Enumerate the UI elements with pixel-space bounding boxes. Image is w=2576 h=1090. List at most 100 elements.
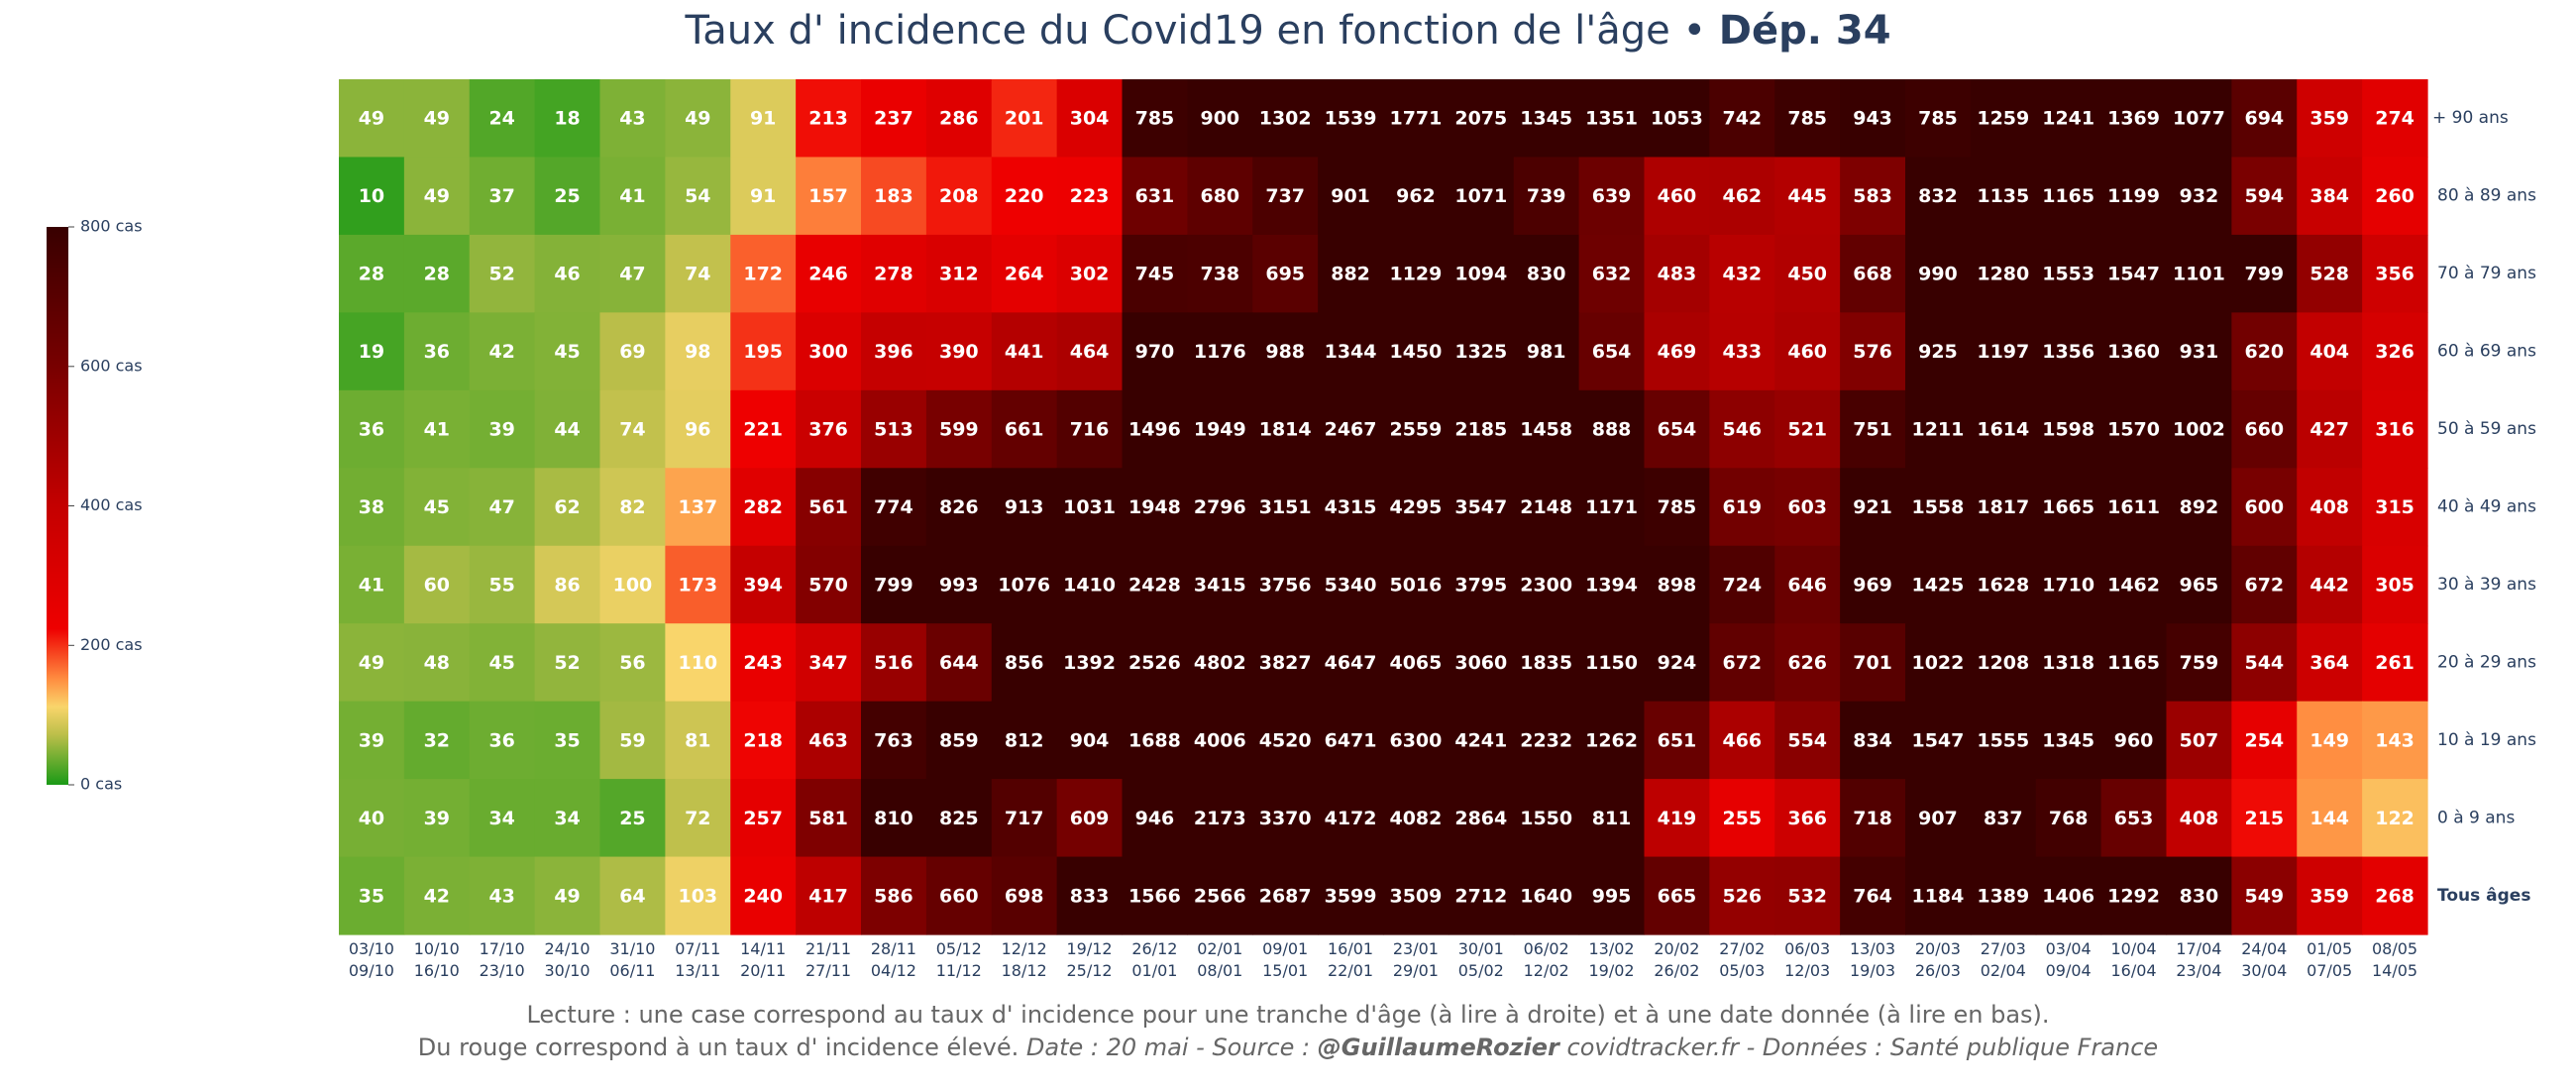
heatmap-cell (1970, 157, 2037, 236)
x-tick-label: 01/01 (1131, 961, 1177, 980)
heatmap-cell (1578, 157, 1646, 236)
x-tick-label: 18/12 (1002, 961, 1047, 980)
cell-value-label: 28 (424, 264, 450, 285)
cell-value-label: 144 (2309, 808, 2349, 829)
heatmap-cell (1318, 856, 1384, 935)
heatmap-cell (534, 545, 601, 624)
heatmap-cell (1644, 389, 1710, 469)
heatmap-cell (1709, 312, 1775, 391)
cell-value-label: 812 (1005, 729, 1044, 751)
heatmap-cell (2362, 79, 2428, 159)
cell-value-label: 609 (1070, 808, 1110, 829)
cell-value-label: 408 (2309, 496, 2349, 518)
heatmap-cell (599, 234, 666, 313)
cell-value-label: 1369 (2107, 108, 2160, 130)
x-tick-label: 19/03 (1850, 961, 1895, 980)
x-tick-label: 04/12 (871, 961, 916, 980)
cell-value-label: 981 (1527, 341, 1566, 363)
cell-value-label: 913 (1005, 496, 1044, 518)
cell-value-label: 42 (424, 885, 450, 907)
heatmap-cell (1252, 79, 1319, 159)
x-tick-label: 14/11 (740, 939, 786, 958)
cell-value-label: 962 (1396, 185, 1436, 207)
heatmap-cell (2035, 545, 2102, 624)
cell-value-label: 45 (424, 496, 450, 518)
heatmap-cell (1970, 234, 2037, 313)
cell-value-label: 442 (2309, 574, 2349, 596)
heatmap-cell (1252, 545, 1319, 624)
cell-value-label: 1071 (1454, 185, 1507, 207)
heatmap-cell (861, 389, 927, 469)
heatmap-cell (1252, 856, 1319, 935)
cell-value-label: 243 (743, 652, 783, 674)
heatmap-cell (925, 389, 993, 469)
heatmap-cell (2035, 701, 2102, 780)
heatmap-cell (1252, 234, 1319, 313)
colorbar-tick-label: 200 cas (80, 635, 143, 654)
cell-value-label: 35 (359, 885, 384, 907)
cell-value-label: 619 (1722, 496, 1762, 518)
heatmap-cell (796, 312, 862, 391)
heatmap-cell (1905, 468, 1972, 547)
cell-value-label: 1360 (2107, 341, 2160, 363)
heatmap-cell (1644, 468, 1710, 547)
cell-value-label: 300 (808, 341, 848, 363)
cell-value-label: 356 (2375, 264, 2415, 285)
heatmap-cell (1448, 234, 1515, 313)
cell-value-label: 626 (1787, 652, 1827, 674)
cell-value-label: 1197 (1977, 341, 2029, 363)
heatmap-cell (599, 79, 666, 159)
heatmap-cell (2100, 779, 2168, 858)
x-tick-label: 02/01 (1197, 939, 1242, 958)
cell-value-label: 1325 (1454, 341, 1507, 363)
cell-value-label: 2467 (1325, 419, 1377, 441)
heatmap-cell (796, 623, 862, 703)
cell-value-label: 18 (554, 108, 580, 130)
heatmap-cell (2035, 779, 2102, 858)
cell-value-label: 81 (685, 729, 710, 751)
cell-value-label: 376 (808, 419, 848, 441)
cell-value-label: 59 (619, 729, 645, 751)
heatmap-cell (534, 234, 601, 313)
footer-credits: covidtracker.fr - Données : Santé publiq… (1558, 1034, 2159, 1061)
cell-value-label: 1614 (1977, 419, 2029, 441)
cell-value-label: 195 (743, 341, 783, 363)
cell-value-label: 62 (554, 496, 580, 518)
x-tick-label: 27/03 (1981, 939, 2026, 958)
heatmap-cell (1383, 389, 1449, 469)
heatmap-cell (1774, 234, 1841, 313)
heatmap-cell (925, 468, 993, 547)
cell-value-label: 837 (1984, 808, 2023, 829)
heatmap-cell (665, 545, 731, 624)
cell-value-label: 359 (2309, 108, 2349, 130)
cell-value-label: 882 (1331, 264, 1370, 285)
cell-value-label: 223 (1070, 185, 1110, 207)
cell-value-label: 599 (939, 419, 979, 441)
cell-value-label: 286 (939, 108, 979, 130)
heatmap-cell (1709, 468, 1775, 547)
heatmap-cell (469, 779, 536, 858)
cell-value-label: 960 (2114, 729, 2154, 751)
heatmap-cell (2362, 234, 2428, 313)
heatmap-cell (2362, 468, 2428, 547)
heatmap-cell (1187, 468, 1253, 547)
cell-value-label: 4172 (1325, 808, 1377, 829)
heatmap-cell (2297, 468, 2363, 547)
cell-value-label: 450 (1787, 264, 1827, 285)
heatmap-cell (1513, 389, 1580, 469)
cell-value-label: 213 (808, 108, 848, 130)
cell-value-label: 208 (939, 185, 979, 207)
cell-value-label: 521 (1787, 419, 1827, 441)
heatmap-cell (1513, 856, 1580, 935)
heatmap-cell (403, 623, 471, 703)
cell-value-label: 36 (488, 729, 514, 751)
cell-value-label: 157 (808, 185, 848, 207)
heatmap-cell (1187, 701, 1253, 780)
cell-value-label: 738 (1200, 264, 1239, 285)
cell-value-label: 6300 (1389, 729, 1442, 751)
heatmap-cell (1905, 312, 1972, 391)
heatmap-cell (339, 468, 405, 547)
cell-value-label: 261 (2375, 652, 2415, 674)
heatmap-cell (665, 701, 731, 780)
heatmap-cell (1383, 623, 1449, 703)
